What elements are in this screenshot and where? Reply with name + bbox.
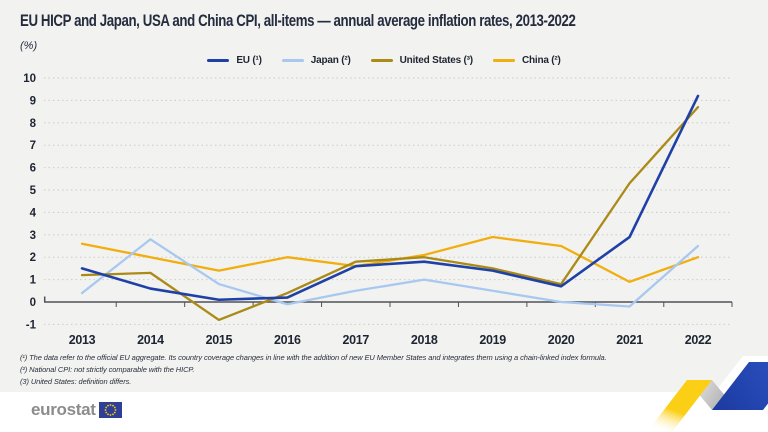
x-tick-label: 2022 <box>685 333 712 347</box>
legend-item-eu: EU (¹) <box>207 55 262 66</box>
legend-swatch-china <box>492 59 515 62</box>
flag-star <box>109 413 112 416</box>
y-tick-label: 6 <box>30 163 36 175</box>
footnote-1: (¹) The data refer to the official EU ag… <box>20 353 607 362</box>
legend-item-japan: Japan (²) <box>281 55 351 66</box>
x-tick-label: 2017 <box>342 333 369 347</box>
y-tick-label: 5 <box>30 185 37 197</box>
bottom-bar: eurostat <box>0 392 768 432</box>
eu-flag-icon <box>98 401 122 418</box>
flag-star <box>114 408 117 411</box>
footnote-2: (²) National CPI: not strictly comparabl… <box>20 365 195 374</box>
chart-legend: EU (¹) Japan (²) United States (³) China (²… <box>0 55 768 66</box>
y-tick-label: 10 <box>23 73 36 85</box>
legend-swatch-united-states <box>370 59 393 62</box>
x-tick-label: 2018 <box>411 333 438 347</box>
x-tick-label: 2015 <box>206 333 233 347</box>
y-tick-label: 3 <box>30 230 36 242</box>
eurostat-logo: eurostat <box>31 401 122 418</box>
flag-star <box>113 406 116 408</box>
unit-label: (%) <box>20 40 38 52</box>
x-tick-label: 2019 <box>479 333 506 347</box>
series-line-eu <box>80 94 700 302</box>
legend-label-china: China (²) <box>521 55 561 66</box>
flag-star <box>113 411 116 413</box>
flag-star <box>106 404 109 407</box>
page-title: EU HICP and Japan, USA and China CPI, al… <box>20 11 576 30</box>
y-tick-label: -1 <box>26 319 37 331</box>
y-tick-label: 7 <box>30 140 36 152</box>
legend-label-japan: Japan (²) <box>310 55 351 66</box>
flag-star <box>111 412 114 415</box>
legend-label-united-states: United States (³) <box>399 55 473 66</box>
x-tick-label: 2020 <box>548 333 575 347</box>
flag-star <box>104 406 107 408</box>
legend-item-china: China (²) <box>492 55 561 66</box>
y-tick-label: 0 <box>30 297 36 309</box>
flag-star <box>109 403 112 406</box>
legend-item-united-states: United States (³) <box>370 55 473 66</box>
y-tick-label: 9 <box>30 95 36 107</box>
eurostat-logo-text: eurostat <box>31 400 96 419</box>
flag-star <box>104 408 107 411</box>
deco-white-backing <box>715 356 768 392</box>
series-line-japan <box>80 238 700 308</box>
series-line-united-states <box>80 105 700 322</box>
y-tick-label: 4 <box>30 207 37 219</box>
x-tick-label: 2014 <box>137 333 164 347</box>
footnote-3: (3) United States: definition differs. <box>20 377 132 386</box>
flag-star <box>106 412 109 415</box>
flag-star <box>104 411 107 413</box>
legend-swatch-japan <box>281 59 304 62</box>
y-tick-label: 8 <box>30 118 37 130</box>
y-tick-label: 2 <box>30 252 36 264</box>
flag-star <box>111 404 114 407</box>
footnotes: (¹) The data refer to the official EU ag… <box>20 352 607 388</box>
x-tick-label: 2021 <box>616 333 643 347</box>
y-tick-label: 1 <box>30 275 37 287</box>
series-line-china <box>80 235 700 283</box>
legend-swatch-eu <box>207 59 230 62</box>
legend-label-eu: EU (¹) <box>236 55 262 66</box>
x-tick-label: 2016 <box>274 333 301 347</box>
x-tick-label: 2013 <box>69 333 96 347</box>
